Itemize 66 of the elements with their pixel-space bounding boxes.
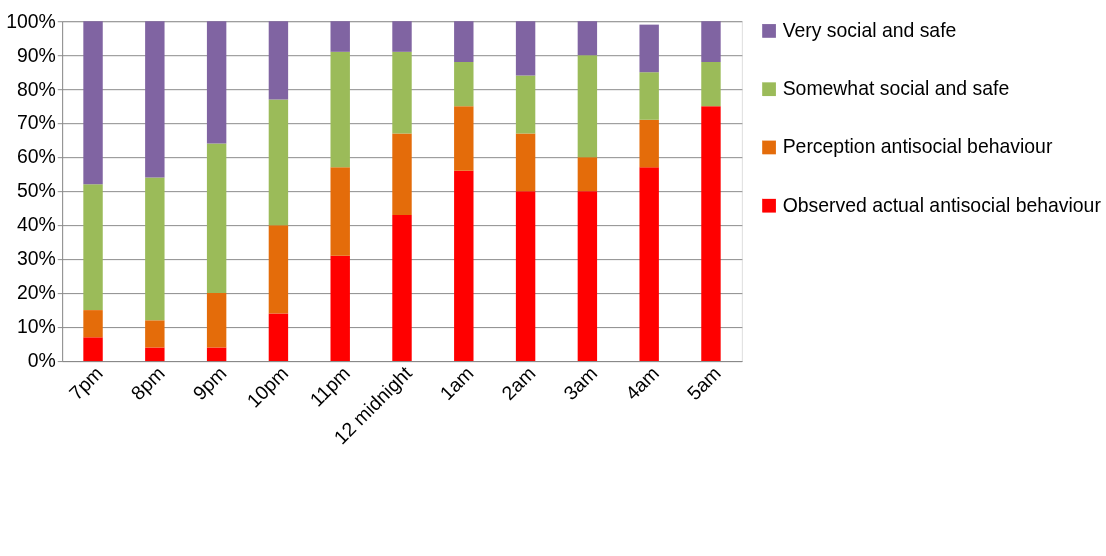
x-tick-label: 8pm bbox=[126, 361, 169, 405]
bar bbox=[268, 21, 289, 100]
bar bbox=[515, 191, 536, 362]
bar bbox=[701, 106, 721, 362]
bar bbox=[392, 21, 412, 52]
bar bbox=[577, 157, 598, 192]
bar bbox=[392, 214, 412, 362]
bar bbox=[577, 21, 598, 56]
bar bbox=[330, 167, 350, 256]
x-tick-label: 4am bbox=[620, 361, 663, 405]
bar bbox=[83, 310, 103, 338]
bar bbox=[83, 337, 103, 362]
bar bbox=[515, 133, 536, 192]
y-tick-label: 50% bbox=[16, 179, 56, 202]
y-tick-label: 40% bbox=[16, 213, 56, 236]
bar bbox=[83, 21, 103, 185]
x-tick-label: 7pm bbox=[64, 361, 107, 405]
bar bbox=[515, 21, 536, 76]
y-tick-label: 90% bbox=[16, 43, 56, 66]
bar bbox=[206, 347, 227, 362]
bar bbox=[454, 62, 474, 107]
bar bbox=[392, 51, 412, 134]
legend-label: Somewhat social and safe bbox=[782, 77, 1010, 100]
bar bbox=[392, 133, 412, 215]
bar bbox=[639, 24, 659, 73]
x-tick-label: 2am bbox=[497, 361, 540, 405]
y-tick-label: 0% bbox=[27, 349, 56, 372]
y-tick-label: 30% bbox=[16, 247, 56, 270]
bar bbox=[330, 255, 350, 362]
bar bbox=[206, 143, 227, 294]
x-tick-label: 9pm bbox=[188, 361, 231, 405]
bar bbox=[330, 21, 350, 52]
bar bbox=[268, 99, 289, 226]
legend-label: Perception antisocial behaviour bbox=[782, 135, 1053, 158]
legend-label: Observed actual antisocial behaviour bbox=[782, 193, 1102, 216]
bar bbox=[330, 51, 350, 168]
bar bbox=[577, 55, 598, 158]
bar bbox=[701, 21, 721, 63]
bar bbox=[145, 21, 165, 178]
legend-label: Very social and safe bbox=[782, 18, 957, 41]
bar bbox=[515, 75, 536, 134]
x-tick-label: 1am bbox=[435, 361, 478, 405]
x-tick-label: 3am bbox=[558, 361, 602, 405]
bar bbox=[639, 119, 659, 168]
bar bbox=[206, 21, 227, 144]
bar bbox=[145, 320, 165, 348]
bar bbox=[639, 167, 659, 362]
bar bbox=[206, 293, 227, 348]
y-tick-label: 60% bbox=[16, 145, 56, 168]
bar bbox=[83, 184, 103, 311]
y-tick-label: 10% bbox=[16, 315, 56, 338]
bar bbox=[701, 62, 721, 107]
x-tick-label: 5am bbox=[682, 361, 725, 405]
y-tick-label: 100% bbox=[6, 9, 56, 32]
y-tick-label: 80% bbox=[16, 77, 56, 100]
bar bbox=[268, 313, 289, 362]
y-tick-label: 70% bbox=[16, 111, 56, 134]
bar bbox=[577, 191, 598, 362]
bar bbox=[454, 21, 474, 63]
bar bbox=[145, 177, 165, 321]
bar bbox=[454, 170, 474, 362]
bar bbox=[268, 225, 289, 314]
bar bbox=[639, 72, 659, 120]
y-tick-label: 20% bbox=[16, 281, 56, 304]
bar bbox=[145, 347, 165, 362]
bar bbox=[454, 106, 474, 171]
